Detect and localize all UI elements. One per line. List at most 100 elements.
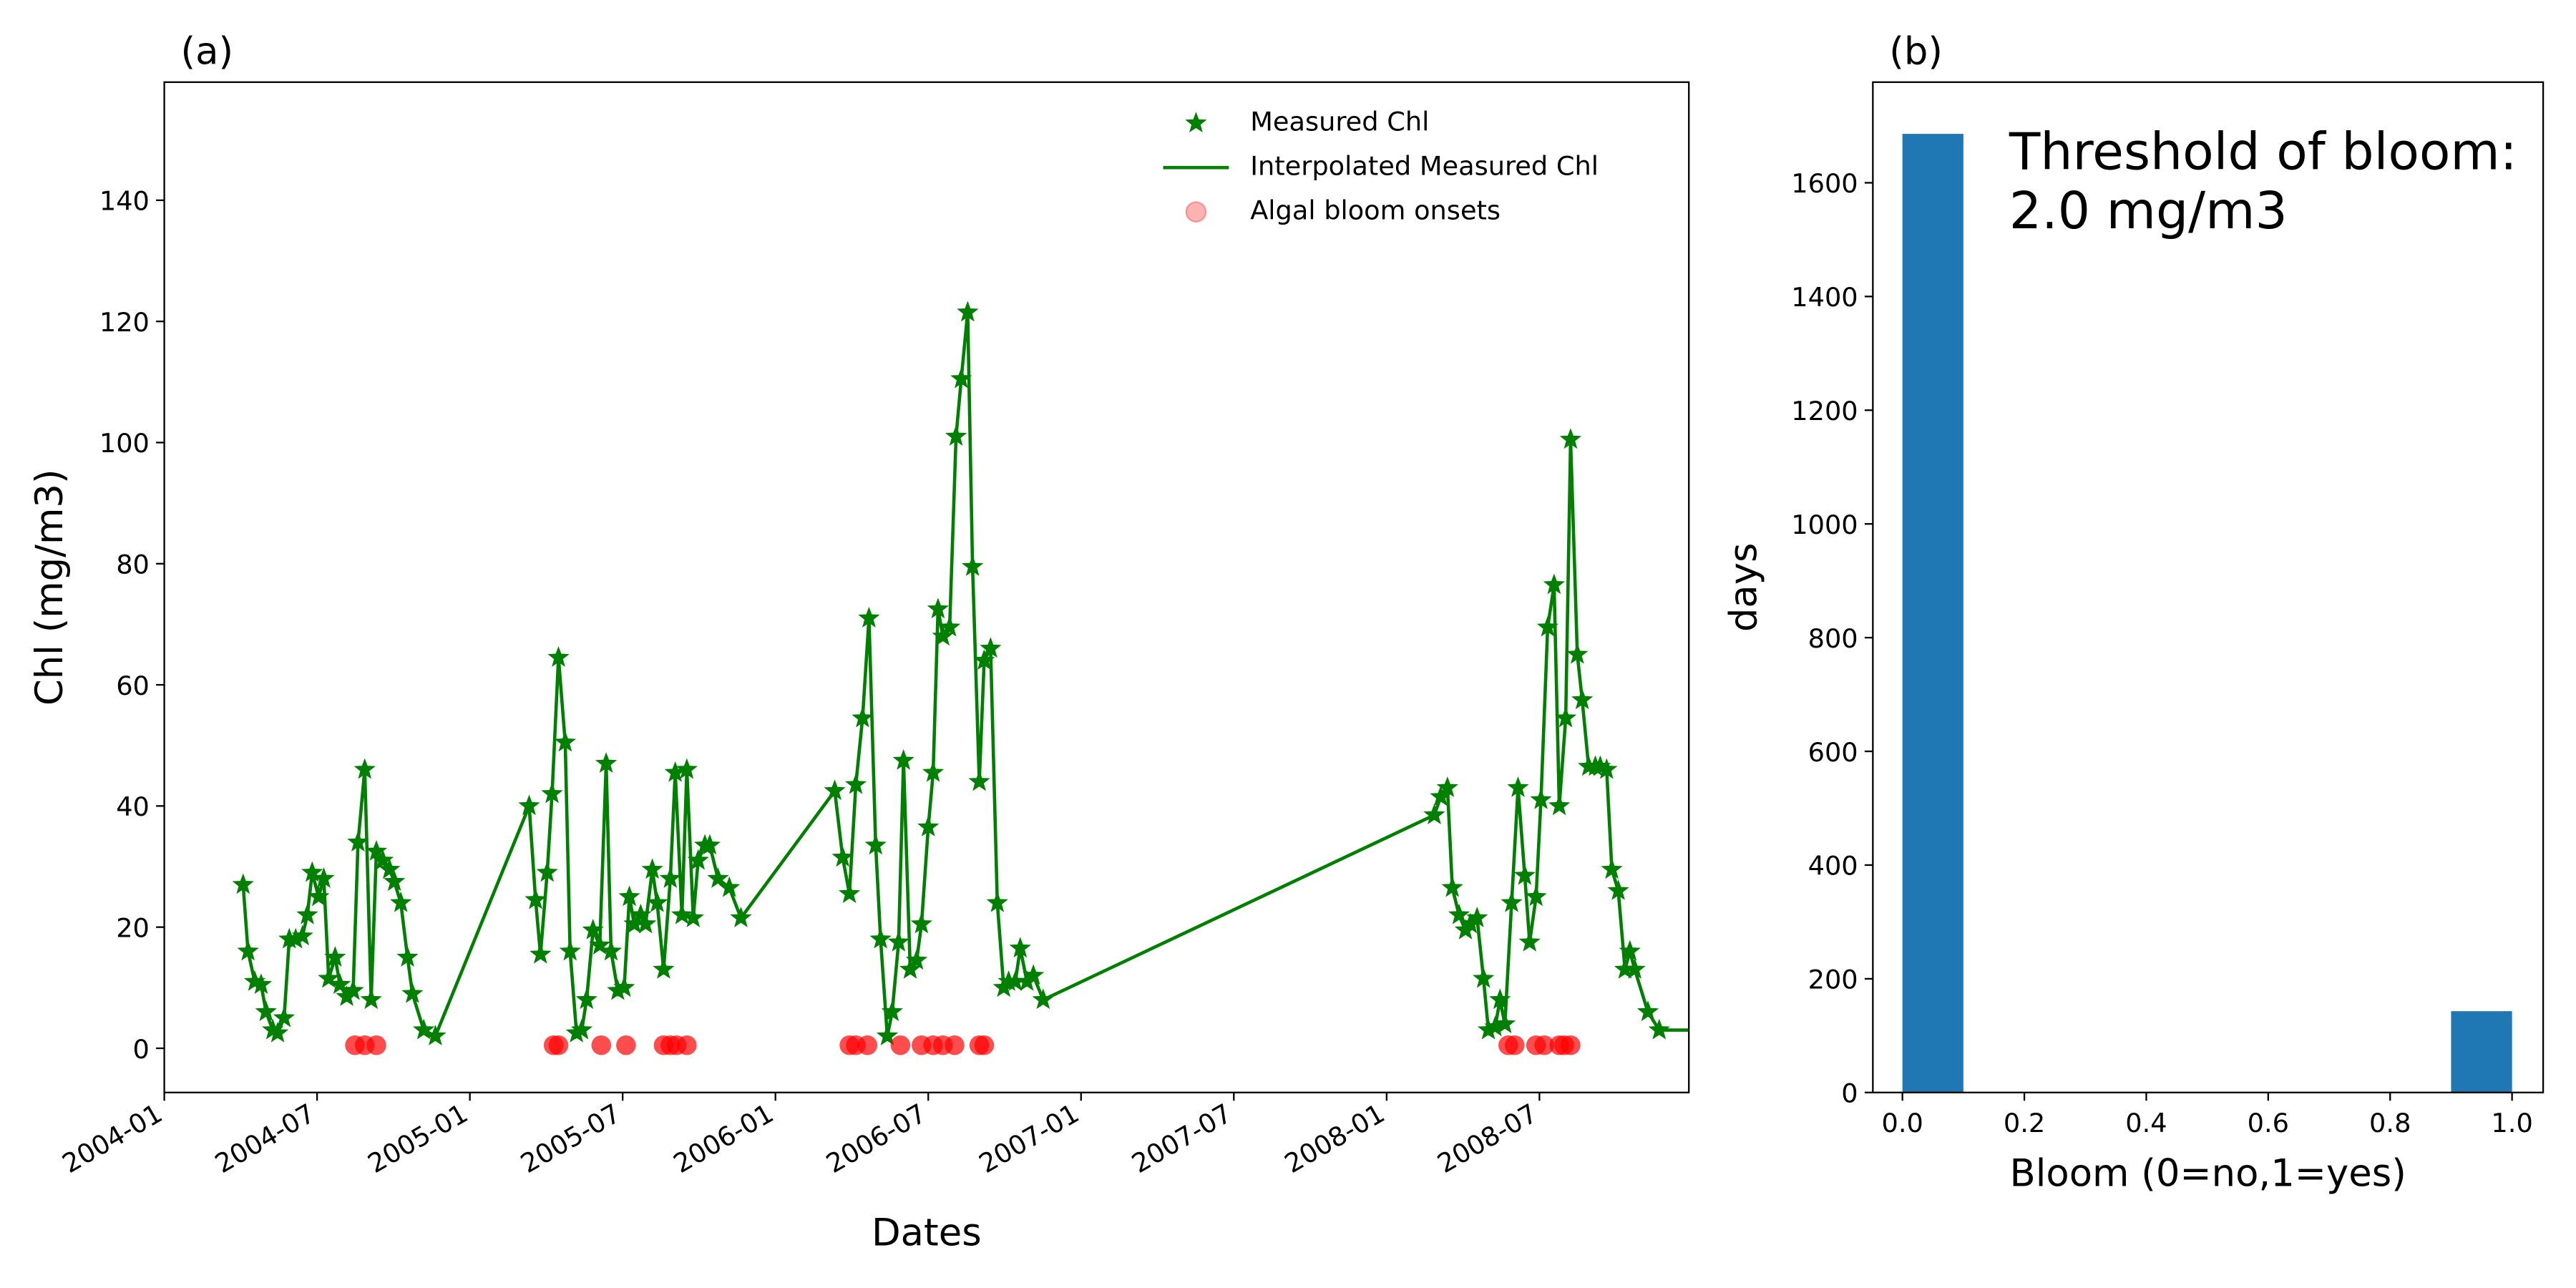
histogram-bar: [1902, 134, 1963, 1093]
dot-marker: [366, 1035, 386, 1055]
star-marker: [876, 1025, 899, 1045]
star-marker: [973, 649, 995, 670]
star-marker: [980, 637, 1002, 658]
star-marker: [858, 607, 880, 628]
star-marker: [1466, 907, 1488, 927]
star-marker: [536, 861, 558, 882]
star-marker: [675, 758, 698, 779]
star-marker: [905, 949, 928, 970]
star-marker: [1548, 794, 1571, 816]
star-marker: [365, 839, 388, 861]
star-marker: [313, 867, 335, 888]
star-marker: [707, 867, 729, 888]
star-marker: [922, 761, 945, 782]
star-marker: [518, 794, 540, 816]
dot-marker: [591, 1035, 612, 1055]
star-marker: [917, 816, 940, 836]
star-marker: [570, 1018, 593, 1040]
star-marker: [541, 782, 563, 804]
star-marker: [1023, 964, 1045, 985]
dot-marker: [677, 1035, 697, 1055]
star-marker: [1448, 903, 1470, 924]
star-marker: [595, 752, 618, 773]
star-marker: [659, 867, 681, 888]
y-tick-label: 100: [99, 428, 150, 459]
panel-label: (b): [1889, 30, 1943, 74]
star-marker: [1501, 891, 1523, 912]
star-marker: [646, 891, 668, 912]
star-marker: [1601, 858, 1623, 879]
star-marker: [250, 973, 273, 994]
star-marker: [353, 758, 376, 779]
plot-area: [232, 301, 1689, 1055]
x-axis-label: Bloom (0=no,1=yes): [2010, 1152, 2406, 1196]
star-marker: [1596, 758, 1618, 779]
star-marker: [1543, 573, 1565, 595]
y-tick-label: 40: [116, 791, 150, 822]
star-marker: [630, 903, 652, 924]
star-marker: [1607, 879, 1629, 900]
star-marker: [831, 846, 854, 867]
x-tick-label: 0.2: [2004, 1108, 2045, 1138]
star-marker: [324, 946, 346, 967]
star-marker: [962, 555, 984, 576]
star-marker: [869, 927, 892, 949]
dot-marker: [616, 1035, 636, 1055]
star-marker: [384, 870, 406, 892]
star-marker: [1536, 615, 1559, 637]
star-marker: [881, 1000, 903, 1022]
legend-dot: [1185, 201, 1207, 223]
star-marker: [1423, 804, 1445, 824]
y-tick-label: 60: [116, 670, 150, 701]
dot-marker: [1561, 1035, 1581, 1055]
star-marker: [291, 924, 313, 946]
star-marker: [670, 903, 693, 924]
star-marker: [1525, 885, 1547, 907]
star-marker: [390, 891, 412, 912]
star-marker: [887, 930, 909, 952]
star-marker: [852, 706, 874, 728]
star-marker: [360, 988, 382, 1010]
star-marker: [653, 958, 675, 979]
histogram-bar: [2451, 1011, 2512, 1093]
star-marker: [939, 615, 961, 637]
star-marker: [641, 858, 663, 879]
star-marker: [1571, 688, 1594, 710]
y-tick-label: 20: [116, 912, 150, 943]
x-tick-label: 0.8: [2369, 1108, 2411, 1138]
star-marker: [1513, 864, 1536, 885]
star-marker: [730, 907, 752, 927]
legend-label: Measured Chl: [1250, 107, 1429, 137]
star-marker: [932, 625, 954, 646]
star-marker: [1009, 937, 1031, 958]
star-marker: [682, 907, 704, 927]
y-tick-label: 120: [99, 307, 150, 338]
star-marker: [530, 942, 552, 964]
star-marker: [892, 748, 914, 770]
y-tick-label: 1200: [1791, 396, 1858, 426]
star-marker: [1648, 1018, 1670, 1040]
star-marker: [1636, 1000, 1659, 1022]
x-axis-label: Dates: [872, 1211, 982, 1254]
y-tick-label: 200: [1808, 965, 1858, 995]
y-tick-label: 1400: [1791, 282, 1858, 313]
star-marker: [950, 367, 972, 389]
annotation: 2.0 mg/m3: [2009, 181, 2288, 240]
star-marker: [968, 770, 990, 791]
star-marker: [844, 773, 867, 794]
x-tick-label: 0.6: [2248, 1108, 2289, 1138]
star-marker: [1507, 776, 1529, 797]
y-tick-label: 0: [1841, 1078, 1858, 1109]
star-marker: [618, 885, 640, 907]
star-marker: [266, 1021, 289, 1043]
star-marker: [687, 849, 709, 870]
star-marker: [910, 912, 932, 934]
star-marker: [1436, 776, 1458, 797]
x-tick-label: 1.0: [2491, 1108, 2532, 1138]
star-marker: [424, 1025, 447, 1045]
y-tick-label: 0: [133, 1034, 150, 1065]
star-marker: [318, 967, 340, 988]
dot-marker: [548, 1035, 569, 1055]
legend-label: Algal bloom onsets: [1250, 195, 1501, 226]
